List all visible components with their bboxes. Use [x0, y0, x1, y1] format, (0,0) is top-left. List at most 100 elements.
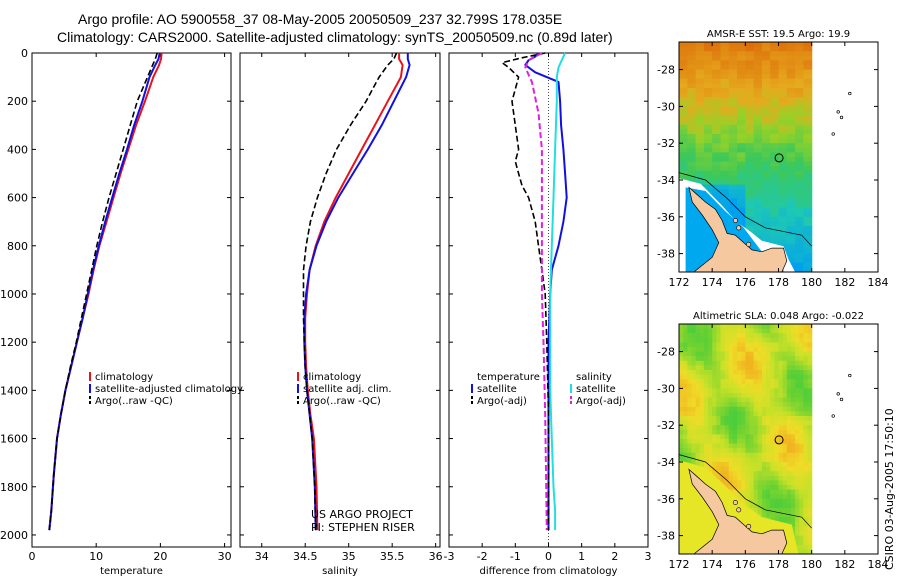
map-cell: [716, 88, 722, 94]
map-cell: [683, 439, 688, 445]
map-cell: [790, 235, 796, 241]
map-cell: [708, 393, 713, 399]
map-cell: [728, 184, 734, 190]
map-cell: [749, 111, 755, 117]
map-cell: [761, 365, 767, 371]
map-cell: [753, 370, 759, 376]
map-cell: [782, 420, 788, 426]
map-cell: [687, 147, 693, 153]
map-cell: [708, 457, 713, 463]
map-cell: [687, 129, 693, 135]
map-cell: [728, 374, 734, 380]
map-cell: [795, 78, 800, 84]
map-cell: [695, 152, 701, 158]
map-cell: [699, 370, 705, 376]
map-cell: [786, 42, 792, 48]
map-cell: [728, 55, 734, 61]
map-cell: [745, 55, 751, 61]
map-cell: [708, 351, 713, 357]
map-cell: [786, 462, 792, 468]
map-cell: [799, 402, 804, 408]
map-cell: [774, 411, 780, 417]
map-cell: [737, 147, 742, 153]
map-cell: [761, 143, 767, 149]
map-cell: [799, 166, 804, 172]
map-cell: [720, 147, 726, 153]
map-cell: [720, 42, 726, 48]
map-cell: [712, 337, 717, 343]
map-cell: [737, 420, 742, 426]
timestamp-label: CSIRO 03-Aug-2005 17:50:10: [883, 408, 896, 570]
map-cell: [795, 69, 800, 75]
map-cell: [799, 189, 804, 195]
map-cell: [761, 111, 767, 117]
map-cell: [741, 184, 746, 190]
map-cell: [703, 374, 709, 380]
map-cell: [803, 370, 809, 376]
map-cell: [728, 324, 734, 330]
map-cell: [691, 370, 697, 376]
map-cell: [703, 69, 709, 75]
map-cell: [761, 83, 767, 89]
map-cell: [786, 466, 792, 472]
map-cell: [703, 333, 709, 339]
map-cell: [766, 466, 771, 472]
map-cell: [687, 342, 693, 348]
map-cell: [749, 88, 755, 94]
map-cell: [799, 170, 804, 176]
map-cell: [716, 402, 722, 408]
map-cell: [799, 193, 804, 199]
map-cell: [761, 379, 767, 385]
map-cell: [786, 226, 792, 232]
map-cell: [703, 184, 709, 190]
map-cell: [712, 115, 717, 121]
map-cell: [737, 138, 742, 144]
map-cell: [757, 92, 763, 98]
map-cell: [803, 471, 809, 477]
map-cell: [778, 92, 784, 98]
map-cell: [766, 383, 771, 389]
figure-title-line-1: Argo profile: AO 5900558_37 08-May-2005 …: [78, 11, 563, 27]
map-cell: [786, 494, 792, 500]
map-cell: [716, 337, 722, 343]
map-cell: [703, 157, 709, 163]
map-cell: [766, 328, 771, 334]
map-cell: [741, 356, 746, 362]
map-cell: [766, 88, 771, 94]
map-cell: [720, 120, 726, 126]
map-cell: [770, 342, 775, 348]
map-cell: [737, 193, 742, 199]
map-cell: [761, 360, 767, 366]
map-cell: [679, 74, 684, 80]
map-cell: [712, 448, 717, 454]
map-cell: [799, 333, 804, 339]
map-cell: [795, 253, 800, 259]
map-cell: [720, 406, 726, 412]
map-cell: [782, 166, 788, 172]
map-cell: [774, 480, 780, 486]
map-cell: [703, 55, 709, 61]
map-cell: [786, 175, 792, 181]
map-cell: [741, 342, 746, 348]
lon-tick-label: 172: [669, 558, 690, 571]
map-cell: [786, 235, 792, 241]
map-cell: [703, 462, 709, 468]
map-cell: [745, 337, 751, 343]
map-cell: [749, 170, 755, 176]
map-cell: [724, 374, 730, 380]
map-cell: [683, 124, 688, 130]
map-cell: [757, 88, 763, 94]
map-cell: [749, 83, 755, 89]
island: [732, 217, 738, 223]
map-cell: [790, 249, 796, 255]
map-cell: [770, 393, 775, 399]
map-cell: [712, 416, 717, 422]
map-cell: [728, 443, 734, 449]
map-cell: [724, 69, 730, 75]
map-cell: [770, 397, 775, 403]
map-cell: [737, 489, 742, 495]
map-cell: [774, 429, 780, 435]
map-cell: [699, 166, 705, 172]
map-cell: [691, 337, 697, 343]
map-cell: [753, 115, 759, 121]
